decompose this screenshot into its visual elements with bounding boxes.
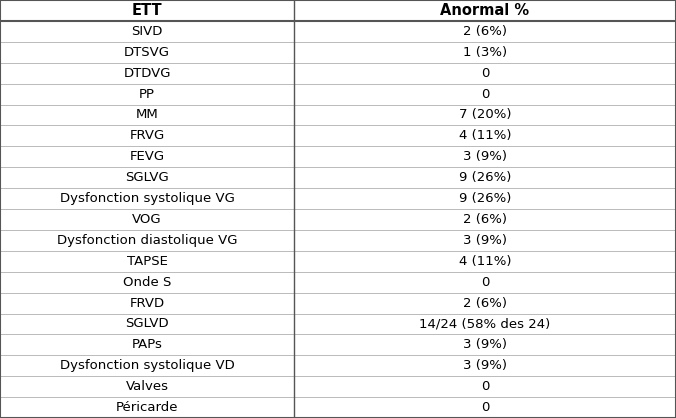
Text: Dysfonction systolique VD: Dysfonction systolique VD <box>59 359 235 372</box>
Text: ETT: ETT <box>132 3 162 18</box>
Text: 3 (9%): 3 (9%) <box>463 150 507 163</box>
Text: 4 (11%): 4 (11%) <box>459 255 511 268</box>
Text: 14/24 (58% des 24): 14/24 (58% des 24) <box>419 317 551 331</box>
Text: PAPs: PAPs <box>132 338 162 352</box>
Text: Péricarde: Péricarde <box>116 401 178 414</box>
Text: SGLVD: SGLVD <box>125 317 169 331</box>
Text: 2 (6%): 2 (6%) <box>463 296 507 310</box>
Text: 2 (6%): 2 (6%) <box>463 213 507 226</box>
Text: FRVD: FRVD <box>130 296 164 310</box>
Text: VOG: VOG <box>132 213 162 226</box>
Text: 0: 0 <box>481 380 489 393</box>
Text: 3 (9%): 3 (9%) <box>463 338 507 352</box>
Text: 3 (9%): 3 (9%) <box>463 359 507 372</box>
Text: DTSVG: DTSVG <box>124 46 170 59</box>
Text: 4 (11%): 4 (11%) <box>459 129 511 143</box>
Text: 7 (20%): 7 (20%) <box>459 108 511 122</box>
Text: SGLVG: SGLVG <box>125 171 169 184</box>
Text: Anormal %: Anormal % <box>441 3 529 18</box>
Text: 0: 0 <box>481 87 489 101</box>
Text: Dysfonction diastolique VG: Dysfonction diastolique VG <box>57 234 237 247</box>
Text: TAPSE: TAPSE <box>126 255 168 268</box>
Text: 2 (6%): 2 (6%) <box>463 25 507 38</box>
Text: PP: PP <box>139 87 155 101</box>
Text: DTDVG: DTDVG <box>123 66 171 80</box>
Text: FRVG: FRVG <box>129 129 165 143</box>
Text: 3 (9%): 3 (9%) <box>463 234 507 247</box>
Text: 1 (3%): 1 (3%) <box>463 46 507 59</box>
Text: Dysfonction systolique VG: Dysfonction systolique VG <box>59 192 235 205</box>
Text: Onde S: Onde S <box>123 275 171 289</box>
Text: 9 (26%): 9 (26%) <box>459 192 511 205</box>
Text: SIVD: SIVD <box>131 25 163 38</box>
Text: 0: 0 <box>481 275 489 289</box>
Text: FEVG: FEVG <box>130 150 164 163</box>
Text: Valves: Valves <box>126 380 168 393</box>
Text: 0: 0 <box>481 66 489 80</box>
Text: 0: 0 <box>481 401 489 414</box>
Text: MM: MM <box>136 108 158 122</box>
Text: 9 (26%): 9 (26%) <box>459 171 511 184</box>
